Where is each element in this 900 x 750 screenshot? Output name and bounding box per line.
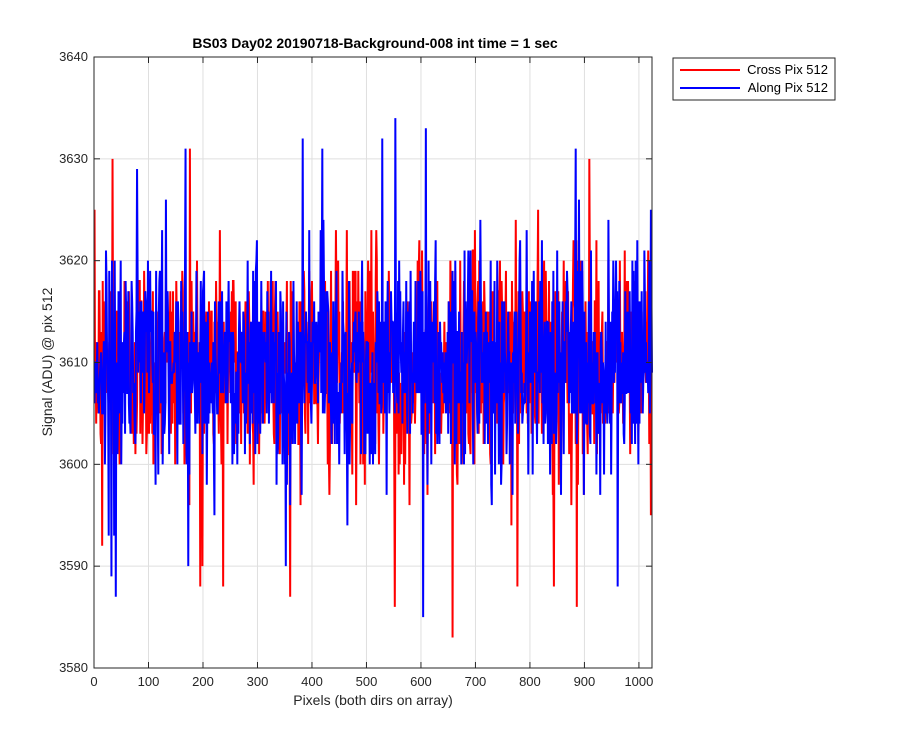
x-tick-label: 400 bbox=[301, 674, 323, 689]
x-tick-labels: 0 100 200 300 400 500 600 700 800 900 1000 bbox=[90, 674, 653, 689]
x-tick-label: 800 bbox=[519, 674, 541, 689]
legend-entry-cross: Cross Pix 512 bbox=[747, 62, 828, 77]
y-tick-label: 3580 bbox=[59, 660, 88, 675]
x-tick-label: 900 bbox=[574, 674, 596, 689]
x-tick-label: 200 bbox=[192, 674, 214, 689]
x-axis-label: Pixels (both dirs on array) bbox=[293, 692, 453, 708]
y-tick-label: 3640 bbox=[59, 49, 88, 64]
series-lines bbox=[93, 118, 653, 638]
y-tick-label: 3620 bbox=[59, 253, 88, 268]
y-tick-label: 3600 bbox=[59, 456, 88, 471]
y-tick-label: 3630 bbox=[59, 151, 88, 166]
axis-ticks bbox=[93, 56, 652, 669]
legend: Cross Pix 512 Along Pix 512 bbox=[672, 57, 836, 101]
x-tick-label: 700 bbox=[465, 674, 487, 689]
series-line-along bbox=[93, 118, 653, 618]
x-tick-label: 0 bbox=[90, 674, 97, 689]
x-tick-label: 1000 bbox=[624, 674, 653, 689]
legend-box bbox=[672, 57, 836, 101]
y-axis-label: Signal (ADU) @ pix 512 bbox=[39, 287, 55, 436]
x-tick-label: 100 bbox=[138, 674, 160, 689]
y-tick-label: 3610 bbox=[59, 355, 88, 370]
x-tick-label: 300 bbox=[247, 674, 269, 689]
legend-entry-along: Along Pix 512 bbox=[748, 80, 828, 95]
x-tick-label: 600 bbox=[410, 674, 432, 689]
y-tick-label: 3590 bbox=[59, 558, 88, 573]
x-tick-label: 500 bbox=[356, 674, 378, 689]
y-tick-labels: 3580 3590 3600 3610 3620 3630 3640 bbox=[59, 49, 88, 675]
chart-title: BS03 Day02 20190718-Background-008 int t… bbox=[192, 35, 558, 51]
